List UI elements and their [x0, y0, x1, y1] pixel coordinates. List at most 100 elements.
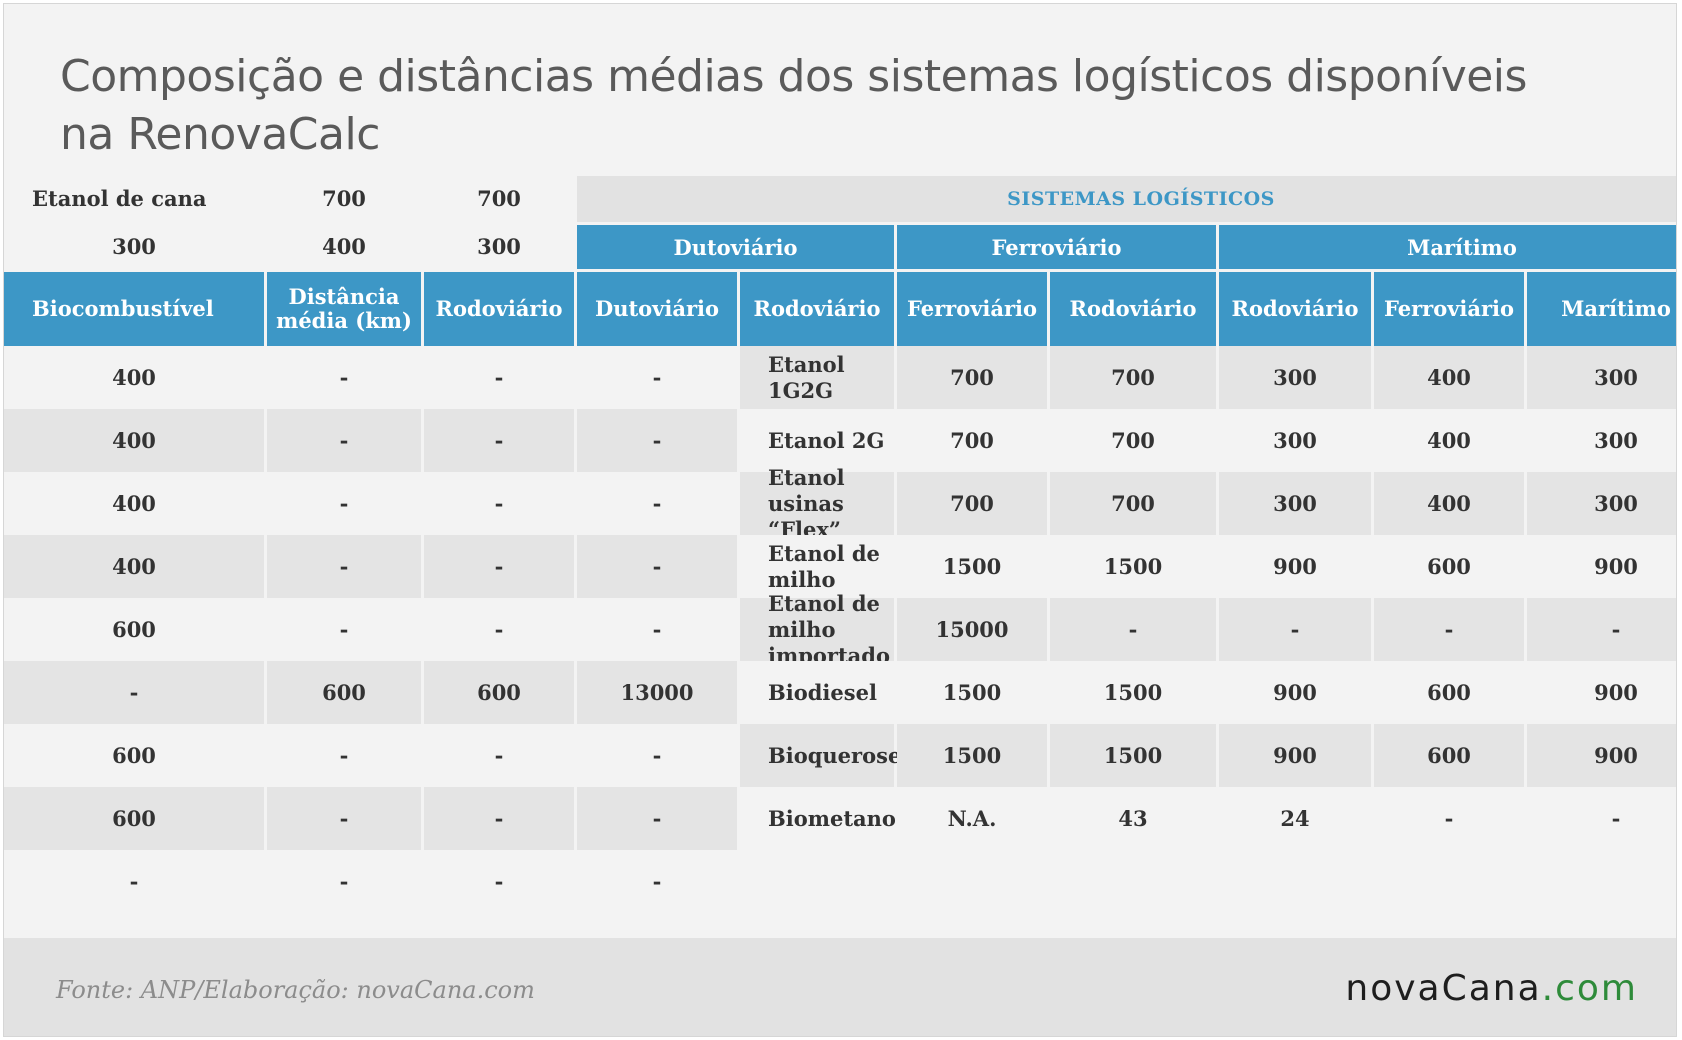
table-cell: 300 — [424, 222, 574, 272]
column-header-biofuel: Biocombustível — [4, 272, 264, 346]
table-cell: 600 — [1374, 661, 1524, 724]
table-cell: - — [577, 724, 737, 787]
table-cell-biofuel: Etanol 2G — [740, 409, 894, 472]
table-cell: 600 — [267, 661, 421, 724]
table-cell: 400 — [1374, 409, 1524, 472]
table-cell: - — [267, 787, 421, 850]
table-cell: - — [577, 598, 737, 661]
table-cell: 300 — [1527, 409, 1676, 472]
table-cell: 700 — [1050, 346, 1216, 409]
table-cell: 300 — [1219, 409, 1371, 472]
table-cell: 300 — [1219, 346, 1371, 409]
footer-bar: Fonte: ANP/Elaboração: novaCana.com nova… — [4, 938, 1676, 1036]
table-cell: 600 — [4, 598, 264, 661]
table-cell: - — [1527, 787, 1676, 850]
table-cell: 900 — [1527, 661, 1676, 724]
table-cell: - — [1219, 598, 1371, 661]
table-cell-biofuel: Etanol de milho — [740, 535, 894, 598]
column-header-maritime-road: Rodoviário — [1219, 272, 1371, 346]
novacana-logo: novaCana.com — [1345, 968, 1638, 1009]
table-cell: - — [424, 598, 574, 661]
table-cell: - — [267, 535, 421, 598]
table-cell: - — [424, 724, 574, 787]
table-cell: 300 — [1527, 472, 1676, 535]
table-cell: 700 — [267, 176, 421, 222]
infographic-frame: Composição e distâncias médias dos siste… — [3, 3, 1677, 1037]
table-cell: - — [577, 409, 737, 472]
source-note: Fonte: ANP/Elaboração: novaCana.com — [56, 976, 535, 1004]
table-cell: 300 — [1527, 346, 1676, 409]
table-cell: - — [4, 850, 264, 913]
table-cell: - — [267, 598, 421, 661]
table-cell: 300 — [4, 222, 264, 272]
table-cell: 1500 — [897, 724, 1047, 787]
table-cell: - — [267, 850, 421, 913]
table-cell: 24 — [1219, 787, 1371, 850]
table-cell: - — [577, 787, 737, 850]
table-cell: 1500 — [1050, 535, 1216, 598]
table-cell-biofuel: Biodiesel — [740, 661, 894, 724]
table-cell: 1500 — [897, 535, 1047, 598]
column-header-maritime-rail: Ferroviário — [1374, 272, 1524, 346]
table-cell-biofuel: Etanol 1G2G — [740, 346, 894, 409]
table-cell: N.A. — [897, 787, 1047, 850]
table-cell: - — [577, 346, 737, 409]
table-cell: 900 — [1527, 535, 1676, 598]
column-header-pipeline-road: Rodoviário — [740, 272, 894, 346]
table-cell: - — [424, 472, 574, 535]
column-header-average-distance: Distância média (km) — [267, 272, 421, 346]
table-cell: 600 — [424, 661, 574, 724]
column-header-rail-rail: Ferroviário — [897, 272, 1047, 346]
table-cell: 600 — [1374, 535, 1524, 598]
table-cell: 900 — [1219, 724, 1371, 787]
table-cell: - — [424, 787, 574, 850]
table-cell-biofuel: Etanol usinas “Flex” — [740, 465, 894, 542]
table-cell: - — [424, 535, 574, 598]
table-cell: 900 — [1527, 724, 1676, 787]
table-cell: 300 — [1219, 472, 1371, 535]
table-cell: 1500 — [897, 661, 1047, 724]
logo-suffix-text: .com — [1541, 968, 1638, 1009]
page-title: Composição e distâncias médias dos siste… — [60, 48, 1620, 164]
table-cell: 700 — [1050, 472, 1216, 535]
table-cell: - — [267, 409, 421, 472]
table-cell: - — [4, 661, 264, 724]
title-line-2: na RenovaCalc — [60, 109, 380, 160]
table-cell: 400 — [1374, 472, 1524, 535]
table-cell: 400 — [267, 222, 421, 272]
table-cell: 900 — [1219, 535, 1371, 598]
column-header-pipeline-pipeline: Dutoviário — [577, 272, 737, 346]
table-cell-biofuel: Biometano — [740, 787, 896, 850]
table-cell: 400 — [4, 346, 264, 409]
logistics-table: SISTEMAS LOGÍSTICOS Dutoviário Ferroviár… — [4, 176, 1676, 913]
table-cell: - — [267, 724, 421, 787]
table-cell: 700 — [1050, 409, 1216, 472]
table-cell: 600 — [1374, 724, 1524, 787]
table-cell: 15000 — [897, 598, 1047, 661]
table-cell: - — [424, 346, 574, 409]
logo-main-text: novaCana — [1345, 968, 1542, 1009]
column-header-road: Rodoviário — [424, 272, 574, 346]
table-cell: - — [1527, 598, 1676, 661]
table-cell: 700 — [424, 176, 574, 222]
table-cell: 700 — [897, 472, 1047, 535]
table-cell: - — [1050, 598, 1216, 661]
group-header-rail: Ferroviário — [897, 222, 1216, 272]
table-cell: - — [1374, 787, 1524, 850]
super-header-logistics-systems: SISTEMAS LOGÍSTICOS — [577, 176, 1676, 222]
table-cell: 13000 — [577, 661, 737, 724]
group-header-pipeline: Dutoviário — [577, 222, 894, 272]
table-cell: - — [577, 535, 737, 598]
table-cell: 1500 — [1050, 661, 1216, 724]
column-header-rail-road: Rodoviário — [1050, 272, 1216, 346]
table-cell: 600 — [4, 787, 264, 850]
table-cell: 43 — [1050, 787, 1216, 850]
table-cell: 400 — [4, 472, 264, 535]
table-cell: 400 — [4, 535, 264, 598]
table-cell: 400 — [1374, 346, 1524, 409]
table-cell: - — [577, 850, 737, 913]
table-cell: 900 — [1219, 661, 1371, 724]
table-cell: 600 — [4, 724, 264, 787]
table-cell: - — [577, 472, 737, 535]
table-cell-biofuel: Etanol de milho importado — [740, 591, 894, 668]
